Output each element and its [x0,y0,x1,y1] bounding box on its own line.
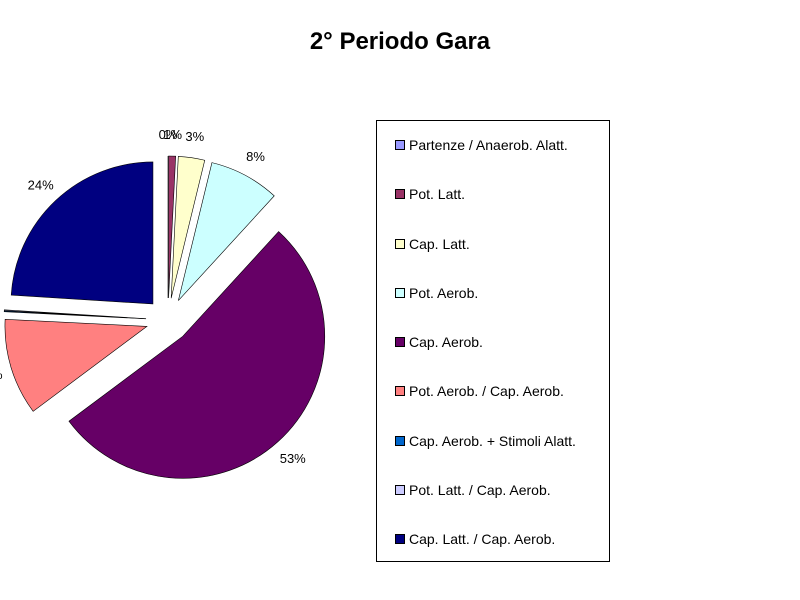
legend-label: Cap. Latt. [409,235,470,252]
legend-item: Partenze / Anaerob. Alatt. [377,135,568,155]
slice-data-label: 1% [163,127,182,142]
legend-swatch [395,534,405,544]
slice-data-label: 24% [28,177,54,192]
pie-slice [10,161,154,305]
pie-slice [168,155,177,299]
slice-data-label: 3% [185,129,204,144]
legend-label: Pot. Aerob. / Cap. Aerob. [409,383,564,400]
legend-swatch [395,435,405,446]
legend-swatch [395,386,405,397]
legend-item: Pot. Aerob. [377,283,478,303]
legend-item: Cap. Aerob. + Stimoli Alatt. [377,431,576,451]
legend-swatch [395,238,405,249]
pie-chart: 0%1%3%8%53%11%0%24% [0,127,326,479]
slice-data-label: 0% [159,127,178,142]
legend-swatch [395,287,405,298]
legend-label: Pot. Aerob. [409,284,479,301]
legend-label: Cap. Aerob. + Stimoli Alatt. [409,432,576,449]
slice-data-label: 11% [0,367,3,382]
legend-item: Pot. Aerob. / Cap. Aerob. [377,381,564,401]
legend-item: Cap. Latt. [377,234,470,254]
legend-swatch [395,484,405,495]
legend-label: Partenze / Anaerob. Alatt. [409,137,568,153]
pie-slice [170,156,206,299]
legend-item: Cap. Aerob. [377,332,483,352]
legend-swatch [395,337,405,347]
legend-label: Cap. Aerob. [409,334,483,350]
pie-slice [178,162,275,301]
legend-label: Pot. Latt. [409,186,466,203]
chart-legend: Partenze / Anaerob. Alatt. Pot. Latt. Cap.… [376,120,610,562]
legend-item: Cap. Latt. / Cap. Aerob. [377,529,555,549]
slice-data-label: 8% [246,149,265,164]
slice-data-label: 53% [280,451,306,466]
legend-label: Cap. Latt. / Cap. Aerob. [409,531,556,547]
legend-item: Pot. Latt. / Cap. Aerob. [377,480,551,500]
pie-slice [3,309,147,319]
legend-item: Pot. Latt. [377,184,465,204]
pie-slice [68,231,326,479]
legend-swatch [395,189,405,200]
chart-title: 2° Periodo Gara [309,28,491,55]
legend-swatch [395,140,405,150]
legend-label: Pot. Latt. / Cap. Aerob. [409,481,551,498]
pie-slice [4,318,148,412]
